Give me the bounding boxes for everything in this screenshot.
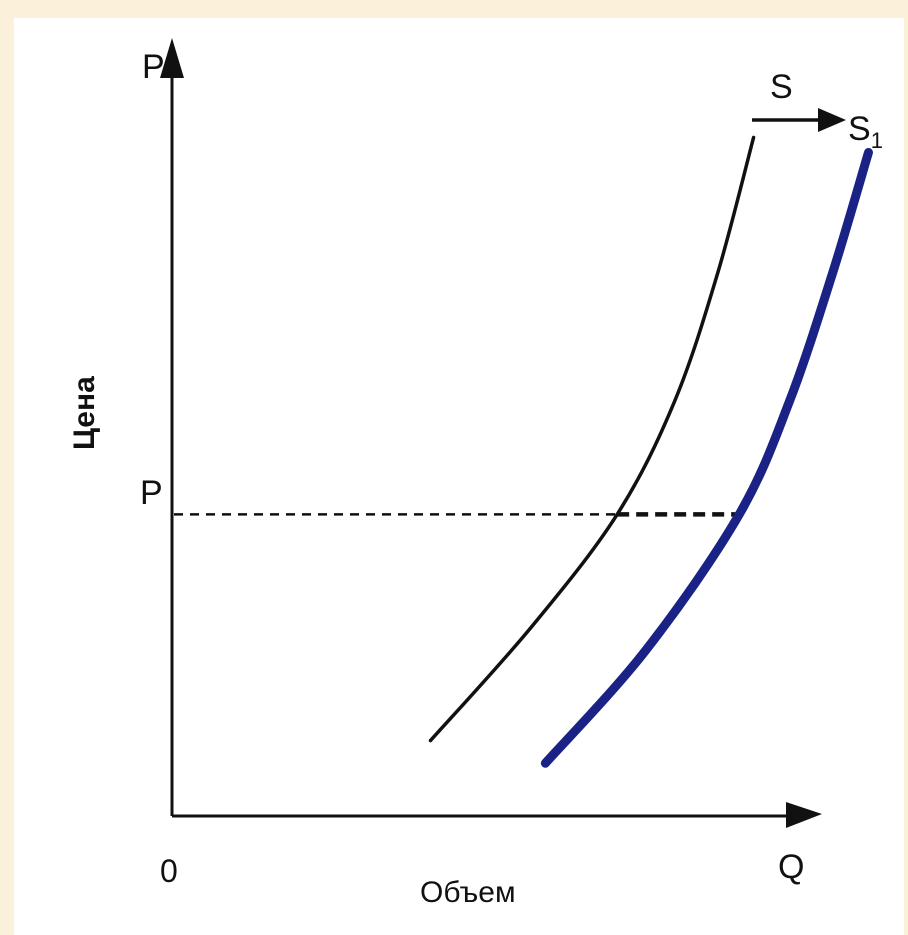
curve-label-s: S <box>770 68 793 106</box>
x-axis-label: Объем <box>420 876 516 909</box>
curve-label-s1: S1 <box>848 110 883 153</box>
y-axis-symbol: P <box>142 48 165 86</box>
supply-curve-s <box>428 135 756 743</box>
y-axis-label: Цена <box>68 376 101 450</box>
y-axis-arrow <box>160 38 184 78</box>
origin-label: 0 <box>160 853 178 889</box>
x-axis-arrow <box>786 802 822 828</box>
shift-arrow-head <box>818 108 846 132</box>
x-axis-symbol: Q <box>778 848 804 886</box>
price-level-label: P <box>140 474 163 512</box>
supply-curve-s1 <box>540 147 873 768</box>
